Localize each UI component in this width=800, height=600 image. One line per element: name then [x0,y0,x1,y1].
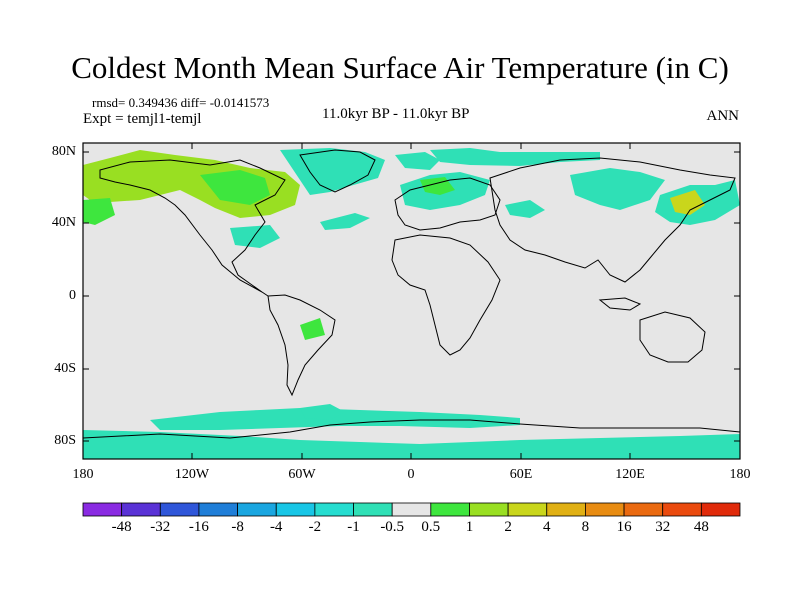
colorbar-cell [700,502,741,517]
fill-asia-cool [570,168,665,210]
colorbar-cell [314,502,354,517]
xtick-180w: 180 [72,467,94,482]
coastlines [82,149,741,439]
colorbar-label: 8 [581,519,590,535]
chart-title: Coldest Month Mean Surface Air Temperatu… [71,50,729,85]
colorbar-label: 48 [693,519,709,535]
xtick-120e: 120E [615,467,645,482]
colorbar-cell [159,502,200,517]
ytick-0: 0 [69,288,76,303]
period-label: 11.0kyr BP - 11.0kyr BP [322,106,470,122]
colorbar-label: -16 [188,519,209,535]
fill-mid-atlantic [320,213,370,230]
coast-australia [639,311,706,363]
fill-arctic-cool [430,148,600,166]
colorbar-label: 2 [504,519,512,535]
xtick-60e: 60E [509,467,533,482]
colorbar-cell [507,502,548,517]
fill-na-warm2 [200,170,270,205]
colorbar-label: 1 [465,519,474,535]
coast-south-america [267,294,336,397]
colorbar-label: -8 [231,519,244,535]
colorbar-label: -4 [269,519,283,535]
colorbar-cell [237,502,277,517]
experiment-label: Expt = temjl1-temjl [83,111,202,127]
colorbar-cell [430,502,470,517]
coast-africa [391,234,501,356]
colorbar-label: 4 [543,519,551,535]
axis-ticks [83,143,740,459]
colorbar-label: 16 [616,519,632,535]
fill-sa-warm [300,318,325,340]
colorbar-cell [121,502,161,517]
colorbar-cell [585,502,625,517]
colorbar-label: -0.5 [380,519,405,535]
fill-pacific-warm [83,198,115,225]
xtick-120w: 120W [174,467,210,482]
coast-north-america [99,159,286,297]
colorbar-cell [546,502,586,517]
season-label: ANN [706,108,740,124]
xtick-60w: 60W [288,467,316,482]
coast-asia [489,157,736,283]
fill-europe-warm [420,177,455,195]
colorbar-cell [662,502,702,517]
colorbar-label: -1 [347,519,360,535]
fill-southern-ocean [150,408,520,430]
fill-atlantic-cool [280,148,385,195]
colorbar-cell [353,502,393,517]
colorbar-cell [198,502,238,517]
colorbar-label: 32 [655,519,671,535]
ytick-80s: 80S [54,433,76,448]
fill-central-asia [505,200,545,218]
colorbar-label: -32 [150,519,171,535]
coast-greenland [299,149,376,193]
coast-antarctica [82,419,741,439]
fill-us-east-cool [230,225,280,248]
colorbar-label: -2 [308,519,322,535]
colorbar-label: -48 [111,519,132,535]
colorbar-cell [623,502,664,517]
colorbar [82,502,741,517]
stats-text: rmsd= 0.349436 diff= -0.0141573 [92,95,270,110]
xtick-180e: 180 [729,467,751,482]
ytick-40s: 40S [54,361,76,376]
fill-kamchatka-warm [670,190,705,215]
fill-antarctica [83,430,740,459]
ytick-40n: 40N [51,215,76,230]
colorbar-cell [469,502,509,517]
colorbar-cell [82,502,123,517]
ytick-80n: 80N [51,144,76,159]
xtick-0: 0 [407,467,415,482]
coast-europe [394,177,501,231]
fill-greenland-cool [395,152,440,170]
colorbar-cell [391,502,432,517]
coast-indonesia [598,297,642,311]
colorbar-cell [275,502,316,517]
colorbar-label: 0.5 [421,519,441,535]
anomaly-fills [83,148,740,459]
fill-so-patch [300,404,345,420]
